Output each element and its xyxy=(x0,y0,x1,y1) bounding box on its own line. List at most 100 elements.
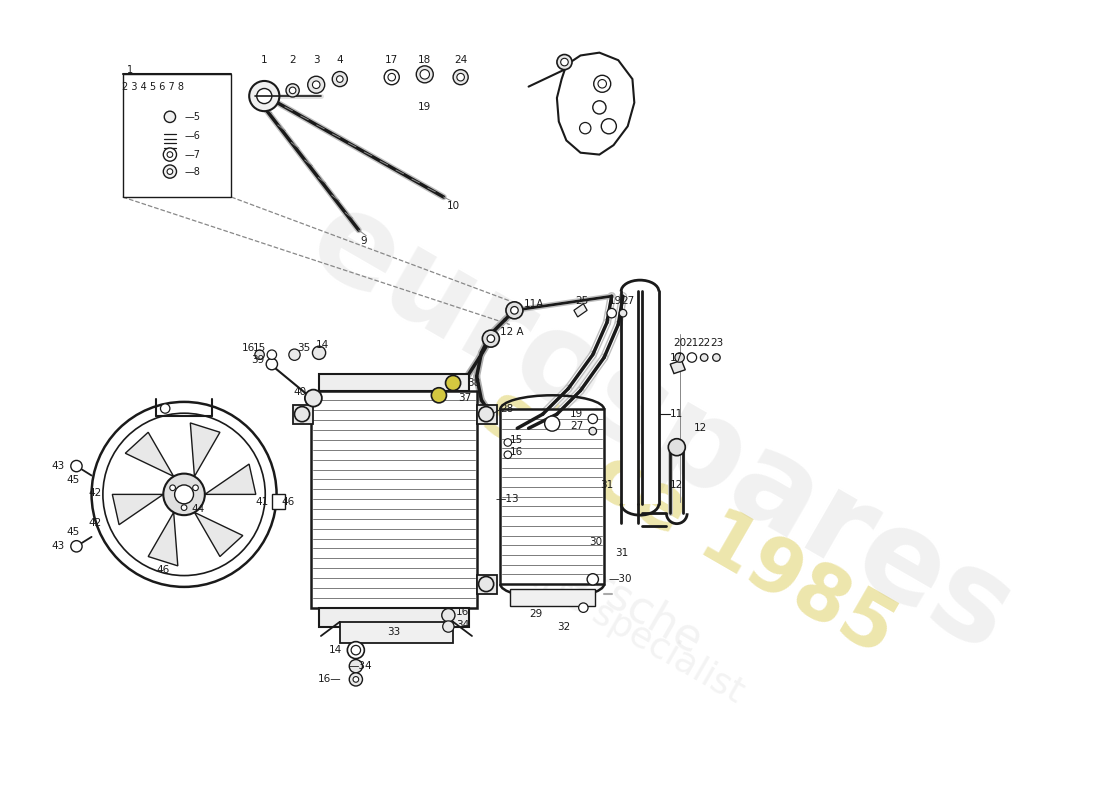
Circle shape xyxy=(456,74,464,81)
Circle shape xyxy=(169,485,176,490)
Bar xyxy=(621,291,638,504)
Text: 29: 29 xyxy=(529,610,542,619)
Text: 46: 46 xyxy=(156,565,169,575)
Circle shape xyxy=(256,89,272,104)
Bar xyxy=(500,410,604,584)
Circle shape xyxy=(506,302,522,319)
Circle shape xyxy=(688,353,696,362)
Circle shape xyxy=(348,642,364,658)
Circle shape xyxy=(103,414,265,575)
Text: a porsche: a porsche xyxy=(499,516,710,662)
Circle shape xyxy=(163,148,176,161)
Text: 27: 27 xyxy=(621,296,635,306)
Text: 33: 33 xyxy=(387,627,400,638)
Text: 43: 43 xyxy=(52,542,65,551)
Text: 16: 16 xyxy=(242,343,255,353)
Text: 12 A: 12 A xyxy=(500,327,524,337)
Circle shape xyxy=(295,406,309,422)
Text: parts specialist: parts specialist xyxy=(496,543,750,710)
Text: 2 3 4 5 6 7 8: 2 3 4 5 6 7 8 xyxy=(122,82,184,92)
Text: —7: —7 xyxy=(184,150,200,159)
Polygon shape xyxy=(670,360,685,374)
Circle shape xyxy=(431,388,447,403)
Polygon shape xyxy=(574,304,587,317)
Text: 17: 17 xyxy=(670,353,683,362)
Circle shape xyxy=(561,58,569,66)
Text: 1: 1 xyxy=(261,55,267,65)
Circle shape xyxy=(267,350,276,359)
Circle shape xyxy=(163,165,176,178)
Text: 35: 35 xyxy=(297,343,310,353)
Text: 14: 14 xyxy=(316,340,330,350)
Text: 19: 19 xyxy=(418,102,431,112)
Polygon shape xyxy=(195,512,243,557)
Text: 31: 31 xyxy=(601,480,614,490)
Circle shape xyxy=(701,354,708,362)
Circle shape xyxy=(266,358,277,370)
Circle shape xyxy=(161,404,169,414)
Circle shape xyxy=(669,438,685,456)
Text: 11: 11 xyxy=(670,409,683,419)
Bar xyxy=(476,405,497,423)
Circle shape xyxy=(255,350,264,359)
Polygon shape xyxy=(557,53,635,154)
Text: 21: 21 xyxy=(685,338,698,348)
Text: 27: 27 xyxy=(570,422,583,431)
Text: 24: 24 xyxy=(454,55,467,65)
Text: 15: 15 xyxy=(253,343,266,353)
Circle shape xyxy=(510,306,518,314)
Circle shape xyxy=(182,505,187,510)
Text: 46: 46 xyxy=(282,497,295,507)
Text: —30: —30 xyxy=(608,574,632,584)
Text: —34: —34 xyxy=(349,661,372,671)
Circle shape xyxy=(453,70,469,85)
Text: 16: 16 xyxy=(509,447,522,457)
Circle shape xyxy=(175,485,194,504)
Circle shape xyxy=(416,66,433,83)
Circle shape xyxy=(587,574,598,585)
Circle shape xyxy=(192,485,198,490)
Circle shape xyxy=(580,122,591,134)
Circle shape xyxy=(70,541,82,552)
Circle shape xyxy=(308,76,324,94)
Circle shape xyxy=(713,354,721,362)
Bar xyxy=(123,74,231,197)
Text: —8: —8 xyxy=(184,166,200,177)
Text: 34: 34 xyxy=(455,620,470,630)
Circle shape xyxy=(420,70,429,79)
Text: 4: 4 xyxy=(337,55,343,65)
Circle shape xyxy=(446,375,461,390)
Circle shape xyxy=(289,349,300,360)
Text: —13: —13 xyxy=(496,494,519,504)
Text: 42: 42 xyxy=(89,518,102,528)
Bar xyxy=(509,589,595,606)
Circle shape xyxy=(594,75,610,92)
Circle shape xyxy=(250,81,279,111)
Circle shape xyxy=(163,474,205,515)
Polygon shape xyxy=(148,512,178,566)
Polygon shape xyxy=(125,432,174,477)
Text: 44: 44 xyxy=(191,503,205,514)
Circle shape xyxy=(598,79,606,88)
Text: 40: 40 xyxy=(294,387,307,398)
Text: 25: 25 xyxy=(575,296,589,306)
Text: 16: 16 xyxy=(455,607,470,618)
Text: 2: 2 xyxy=(289,55,296,65)
Polygon shape xyxy=(190,423,220,477)
Text: 41: 41 xyxy=(256,497,270,507)
Text: 43: 43 xyxy=(52,461,65,471)
Text: 42: 42 xyxy=(89,487,102,498)
Circle shape xyxy=(588,427,596,435)
Circle shape xyxy=(332,71,348,86)
Text: 32: 32 xyxy=(557,622,570,631)
Text: 12: 12 xyxy=(694,423,707,434)
Bar xyxy=(272,494,285,510)
Circle shape xyxy=(675,353,684,362)
Circle shape xyxy=(442,609,455,622)
Text: 17: 17 xyxy=(385,55,398,65)
Text: 11A: 11A xyxy=(524,298,544,309)
Circle shape xyxy=(337,76,343,82)
Text: 12: 12 xyxy=(670,480,683,490)
Text: 10: 10 xyxy=(447,202,460,211)
Text: 18: 18 xyxy=(418,55,431,65)
